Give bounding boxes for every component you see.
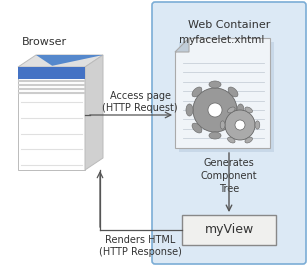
Text: Generates
Component
Tree: Generates Component Tree	[201, 158, 257, 194]
Text: Renders HTML
(HTTP Response): Renders HTML (HTTP Response)	[99, 235, 181, 257]
Ellipse shape	[228, 87, 238, 97]
Polygon shape	[36, 55, 103, 66]
FancyBboxPatch shape	[182, 215, 276, 245]
Text: myfacelet.xhtml: myfacelet.xhtml	[179, 35, 265, 45]
Text: Browser: Browser	[22, 37, 67, 47]
Ellipse shape	[220, 121, 225, 129]
Circle shape	[193, 88, 237, 132]
Ellipse shape	[228, 137, 235, 143]
Ellipse shape	[228, 123, 238, 133]
Ellipse shape	[186, 104, 193, 116]
Polygon shape	[18, 67, 85, 79]
Ellipse shape	[255, 121, 260, 129]
Polygon shape	[175, 38, 189, 52]
Text: Web Container: Web Container	[188, 20, 270, 30]
Circle shape	[208, 103, 222, 117]
Text: myView: myView	[205, 223, 253, 236]
Ellipse shape	[228, 107, 235, 113]
Ellipse shape	[209, 132, 221, 139]
Polygon shape	[18, 55, 103, 67]
Circle shape	[225, 110, 255, 140]
Polygon shape	[18, 67, 85, 170]
Polygon shape	[85, 55, 103, 170]
Text: Access page
(HTTP Request): Access page (HTTP Request)	[102, 91, 178, 113]
Ellipse shape	[245, 107, 253, 113]
FancyBboxPatch shape	[152, 2, 306, 264]
Circle shape	[235, 120, 245, 130]
Ellipse shape	[245, 137, 253, 143]
Ellipse shape	[209, 81, 221, 88]
Polygon shape	[175, 38, 270, 148]
Bar	[179, 42, 274, 152]
Ellipse shape	[237, 104, 244, 116]
Ellipse shape	[192, 123, 202, 133]
Ellipse shape	[192, 87, 202, 97]
